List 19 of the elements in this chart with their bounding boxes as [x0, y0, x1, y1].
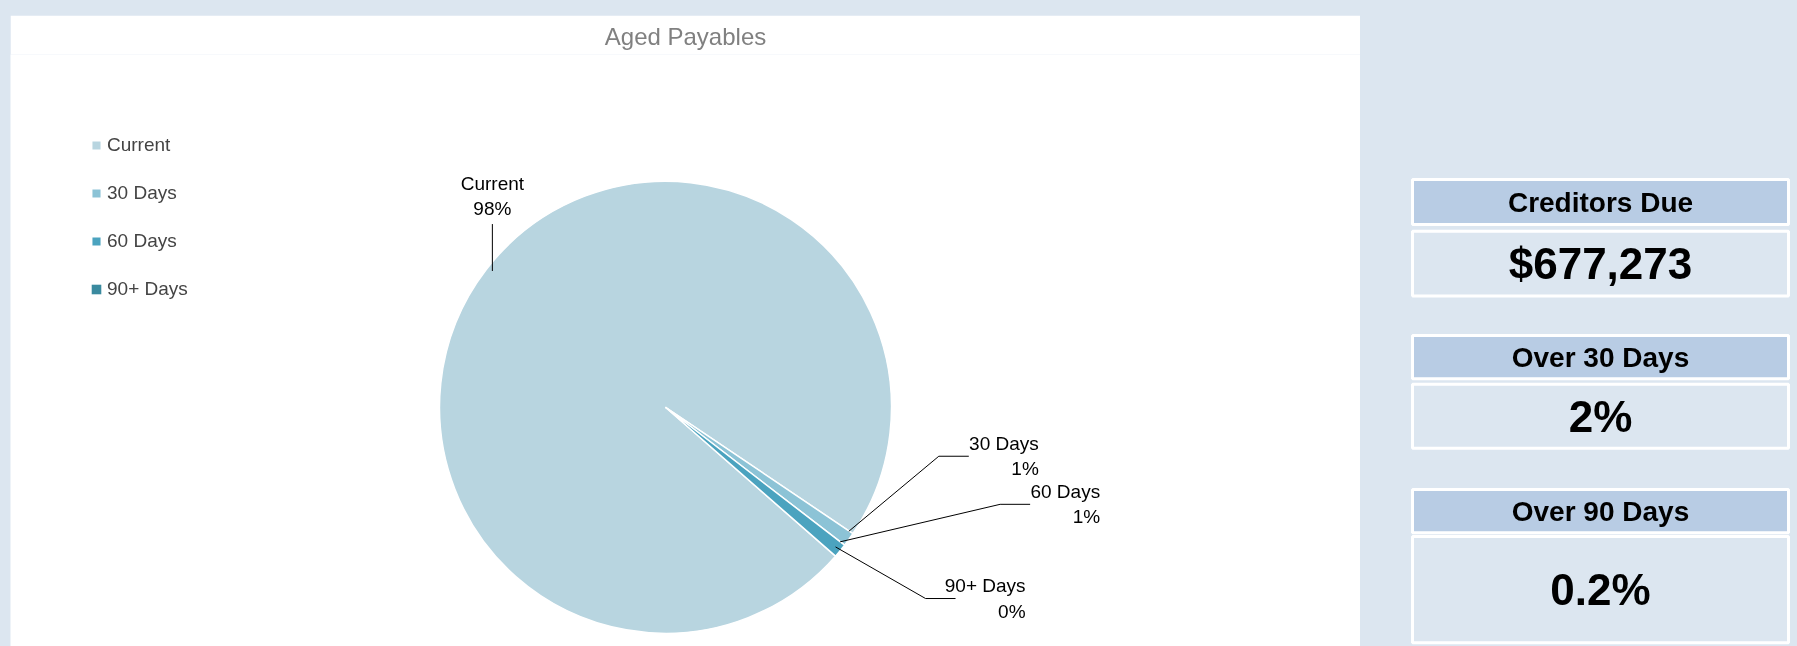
text: 0.2%: [1550, 565, 1651, 615]
chart-title: Aged Payables: [604, 22, 767, 50]
text: $677,273: [1508, 239, 1693, 289]
slice-label: 30 Days: [969, 433, 1039, 455]
text: Creditors Due: [1507, 186, 1694, 218]
data-label: 1%: [1072, 506, 1101, 528]
legend-label: Current: [107, 134, 171, 156]
text: 0%: [998, 600, 1026, 622]
slice-label: Current: [460, 173, 525, 195]
text: Over 90 Days: [1511, 495, 1690, 527]
category-label: 90+ Days: [944, 575, 1026, 597]
text: Over 30 Days: [1511, 341, 1690, 373]
legend-label: 30 Days: [107, 182, 177, 204]
data-label: 98%: [473, 198, 512, 220]
text: 2%: [1568, 391, 1633, 441]
legend-label: 90+ Days: [107, 278, 188, 300]
slice-label: 60 Days: [1030, 481, 1101, 503]
data-label: 1%: [1011, 458, 1039, 480]
legend-label: 60 Days: [107, 230, 177, 252]
